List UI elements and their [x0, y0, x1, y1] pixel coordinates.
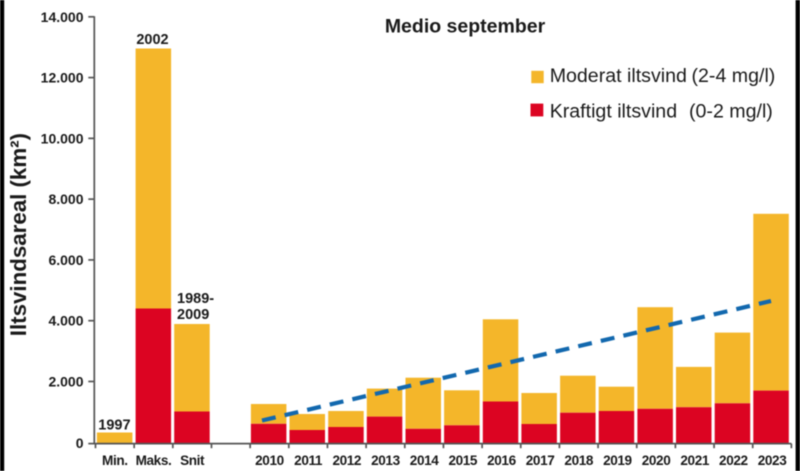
- svg-text:8.000: 8.000: [48, 191, 83, 207]
- svg-text:2023: 2023: [758, 453, 787, 468]
- svg-text:(0-2 mg/l): (0-2 mg/l): [689, 101, 773, 123]
- svg-text:Min.: Min.: [102, 453, 128, 468]
- svg-text:Maks.: Maks.: [136, 453, 172, 468]
- svg-text:2020: 2020: [642, 453, 671, 468]
- svg-text:Moderat iltsvind: Moderat iltsvind: [550, 65, 687, 87]
- svg-text:(2-4 mg/l): (2-4 mg/l): [692, 65, 776, 87]
- svg-text:2014: 2014: [410, 453, 439, 468]
- svg-text:Snit: Snit: [180, 453, 205, 468]
- svg-text:4.000: 4.000: [48, 313, 83, 329]
- svg-text:2018: 2018: [564, 453, 593, 468]
- svg-text:1997: 1997: [98, 418, 130, 434]
- svg-text:1989-: 1989-: [177, 291, 214, 307]
- svg-text:2010: 2010: [255, 453, 284, 468]
- svg-text:Medio september: Medio september: [385, 16, 546, 38]
- svg-text:2.000: 2.000: [48, 373, 83, 389]
- svg-text:10.000: 10.000: [41, 130, 84, 146]
- svg-text:14.000: 14.000: [41, 9, 84, 25]
- svg-text:6.000: 6.000: [48, 252, 83, 268]
- svg-text:2002: 2002: [136, 32, 168, 48]
- svg-text:2021: 2021: [680, 453, 709, 468]
- svg-text:2019: 2019: [603, 453, 632, 468]
- svg-text:Iltsvindsareal (km²): Iltsvindsareal (km²): [6, 133, 31, 336]
- svg-text:2011: 2011: [294, 453, 323, 468]
- svg-text:Kraftigt iltsvind: Kraftigt iltsvind: [550, 101, 677, 123]
- svg-text:0: 0: [76, 435, 84, 451]
- svg-text:2009: 2009: [177, 307, 209, 323]
- svg-text:2016: 2016: [487, 453, 516, 468]
- svg-text:2015: 2015: [448, 453, 477, 468]
- svg-text:2017: 2017: [526, 453, 555, 468]
- svg-text:2013: 2013: [371, 453, 400, 468]
- svg-text:12.000: 12.000: [41, 70, 84, 86]
- svg-text:2022: 2022: [719, 453, 748, 468]
- svg-text:2012: 2012: [332, 453, 361, 468]
